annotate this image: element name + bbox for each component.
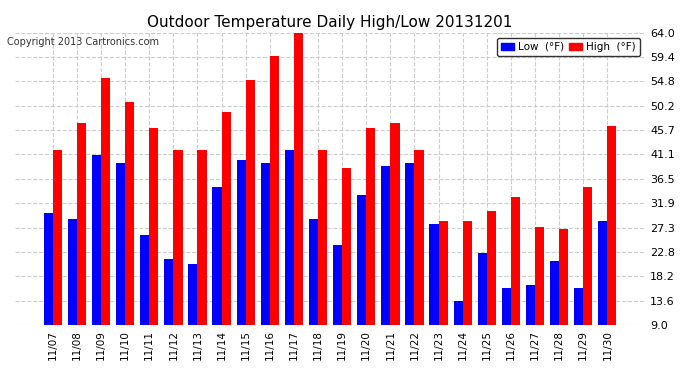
Bar — [237, 160, 246, 325]
Bar — [439, 221, 448, 325]
Bar — [477, 254, 486, 325]
Bar — [221, 112, 230, 325]
Bar — [333, 245, 342, 325]
Bar — [342, 168, 351, 325]
Bar — [309, 219, 318, 325]
Bar — [270, 57, 279, 325]
Bar — [366, 128, 375, 325]
Bar — [391, 123, 400, 325]
Bar — [116, 163, 125, 325]
Bar — [261, 163, 270, 325]
Bar — [574, 288, 583, 325]
Bar — [285, 150, 294, 325]
Bar — [68, 219, 77, 325]
Bar — [173, 150, 183, 325]
Bar — [318, 150, 327, 325]
Bar — [511, 198, 520, 325]
Text: Copyright 2013 Cartronics.com: Copyright 2013 Cartronics.com — [7, 37, 159, 47]
Bar — [92, 155, 101, 325]
Bar — [526, 285, 535, 325]
Bar — [486, 211, 496, 325]
Bar — [213, 187, 221, 325]
Bar — [164, 259, 173, 325]
Bar — [188, 264, 197, 325]
Bar — [598, 221, 607, 325]
Bar — [77, 123, 86, 325]
Bar — [53, 150, 62, 325]
Bar — [197, 150, 206, 325]
Legend: Low  (°F), High  (°F): Low (°F), High (°F) — [497, 38, 640, 56]
Bar — [149, 128, 159, 325]
Bar — [140, 235, 149, 325]
Bar — [559, 230, 569, 325]
Bar — [429, 224, 439, 325]
Bar — [453, 301, 463, 325]
Bar — [535, 227, 544, 325]
Title: Outdoor Temperature Daily High/Low 20131201: Outdoor Temperature Daily High/Low 20131… — [148, 15, 513, 30]
Bar — [463, 221, 472, 325]
Bar — [502, 288, 511, 325]
Bar — [294, 33, 303, 325]
Bar — [101, 78, 110, 325]
Bar — [357, 195, 366, 325]
Bar — [246, 80, 255, 325]
Bar — [550, 261, 559, 325]
Bar — [381, 165, 391, 325]
Bar — [405, 163, 415, 325]
Bar — [583, 187, 593, 325]
Bar — [43, 213, 53, 325]
Bar — [607, 126, 616, 325]
Bar — [415, 150, 424, 325]
Bar — [125, 102, 135, 325]
